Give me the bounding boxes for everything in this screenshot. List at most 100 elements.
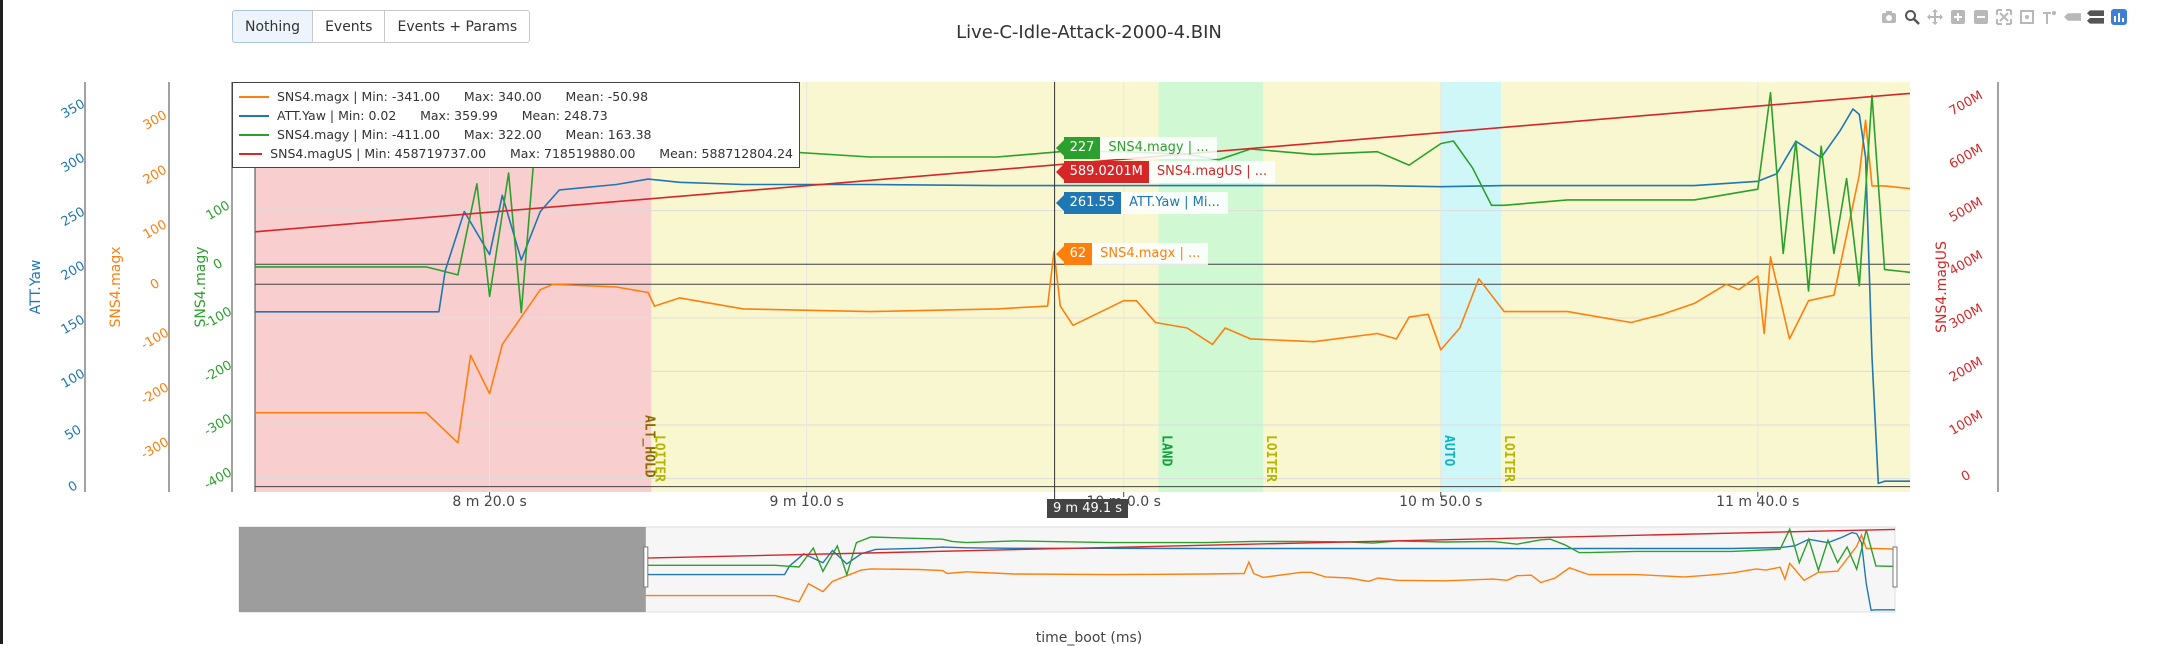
axis-title-yaw: ATT.Yaw <box>28 260 44 315</box>
range-slider-series <box>645 528 1896 559</box>
tooltip-series-name: SNS4.magUS | ... <box>1148 161 1276 183</box>
x-tick-label: 9 m 10.0 s <box>769 494 843 510</box>
spike-lines-icon[interactable] <box>2041 8 2058 25</box>
camera-icon[interactable] <box>1880 8 1897 25</box>
mode-region-auto-4 <box>1440 82 1502 492</box>
tick-label-yaw: 350 <box>59 97 88 122</box>
tick-label-magx: -100 <box>139 325 172 353</box>
series-line-sns4-magx <box>255 119 1911 444</box>
legend-swatch <box>239 152 263 155</box>
tick-label-magy: 0 <box>211 256 226 273</box>
tick-label-magx: -200 <box>139 380 172 408</box>
reset-axes-icon[interactable] <box>2018 8 2035 25</box>
tick-label-magUS: 400M <box>1947 248 1986 279</box>
tooltip-series-name: ATT.Yaw | Mi... <box>1121 192 1228 214</box>
events-params-button[interactable]: Events + Params <box>384 10 531 43</box>
legend-entry[interactable]: SNS4.magx | Min: -341.00 Max: 340.00 Mea… <box>239 87 793 106</box>
legend-text: SNS4.magUS | Min: 458719737.00 Max: 7185… <box>270 146 793 161</box>
tick-label-magy: 100 <box>204 198 233 223</box>
mode-region-loiter-3 <box>1263 82 1441 492</box>
chart-title: Live-C-Idle-Attack-2000-4.BIN <box>956 22 1222 43</box>
range-slider[interactable] <box>238 526 1898 613</box>
tick-label-magUS: 600M <box>1947 141 1986 172</box>
tooltip-value: 62 <box>1055 243 1093 265</box>
tooltip-value: 227 <box>1055 137 1101 159</box>
tick-label-magx: 200 <box>141 163 170 188</box>
legend-swatch <box>239 133 269 136</box>
x-tick-label: 11 m 40.0 s <box>1716 494 1799 510</box>
tick-label-magx: 100 <box>141 217 170 242</box>
range-slider-series <box>645 527 1896 578</box>
zoom-out-icon[interactable] <box>1972 8 1989 25</box>
range-slider-handle-right <box>1892 546 1898 588</box>
range-slider-series <box>645 532 1896 603</box>
tick-label-yaw: 150 <box>59 312 88 337</box>
tick-label-yaw: 50 <box>62 422 84 443</box>
plotly-logo-icon[interactable] <box>2110 8 2127 25</box>
hover-tooltip: 589.0201M SNS4.magUS | ... <box>1055 161 1276 183</box>
legend-entry[interactable]: SNS4.magy | Min: -411.00 Max: 322.00 Mea… <box>239 125 793 144</box>
hover-tooltip: 261.55 ATT.Yaw | Mi... <box>1055 192 1228 214</box>
legend-entry[interactable]: SNS4.magUS | Min: 458719737.00 Max: 7185… <box>239 144 793 163</box>
x-tick-label: 10 m 50.0 s <box>1399 494 1482 510</box>
mode-label-loiter: LOITER <box>651 435 666 482</box>
range-slider-handle-left <box>643 546 649 588</box>
hover-compare-icon[interactable] <box>2087 8 2104 25</box>
tick-label-magUS: 300M <box>1947 301 1986 332</box>
range-slider-mask <box>239 527 646 612</box>
legend-swatch <box>239 95 269 98</box>
legend-entry[interactable]: ATT.Yaw | Min: 0.02 Max: 359.99 Mean: 24… <box>239 106 793 125</box>
range-slider-series <box>645 531 1895 611</box>
tick-label-magUS: 200M <box>1947 354 1986 385</box>
tick-label-magUS: 700M <box>1947 88 1986 119</box>
tooltip-series-name: SNS4.magy | ... <box>1100 137 1217 159</box>
pan-icon[interactable] <box>1926 8 1943 25</box>
x-tick-label: 8 m 20.0 s <box>452 494 526 510</box>
tick-label-magy: -300 <box>202 412 235 440</box>
events-button[interactable]: Events <box>312 10 386 43</box>
legend-text: ATT.Yaw | Min: 0.02 Max: 359.99 Mean: 24… <box>277 108 608 123</box>
zoom-icon[interactable] <box>1903 8 1920 25</box>
legend-text: SNS4.magx | Min: -341.00 Max: 340.00 Mea… <box>277 89 649 104</box>
axis-title-magy: SNS4.magy <box>193 247 209 328</box>
x-axis-title: time_boot (ms) <box>1035 630 1143 646</box>
tick-label-yaw: 250 <box>59 205 88 230</box>
tick-label-magy: -400 <box>202 465 235 493</box>
window-edge <box>0 0 3 644</box>
mode-label-loiter: LOITER <box>1263 435 1278 482</box>
hover-tooltip: 227 SNS4.magy | ... <box>1055 137 1217 159</box>
mode-label-alt-hold: ALT_HOLD <box>641 415 656 478</box>
tick-label-magUS: 500M <box>1947 195 1986 226</box>
mode-label-auto: AUTO <box>1441 435 1456 466</box>
legend-text: SNS4.magy | Min: -411.00 Max: 322.00 Mea… <box>277 127 652 142</box>
modebar <box>1880 8 2127 25</box>
tick-label-yaw: 300 <box>59 151 88 176</box>
nothing-button[interactable]: Nothing <box>232 10 314 43</box>
legend-swatch <box>239 114 269 117</box>
mode-region-loiter-5 <box>1501 82 1910 492</box>
tooltip-value: 261.55 <box>1055 192 1122 214</box>
annotation-toggle-group: Nothing Events Events + Params <box>232 10 531 43</box>
tick-label-magx: -300 <box>139 435 172 463</box>
tick-label-yaw: 0 <box>66 478 81 495</box>
tooltip-series-name: SNS4.magx | ... <box>1092 243 1209 265</box>
hover-closest-icon[interactable] <box>2064 8 2081 25</box>
tick-label-magx: 0 <box>148 276 163 293</box>
legend[interactable]: SNS4.magx | Min: -341.00 Max: 340.00 Mea… <box>232 82 800 168</box>
tooltip-value: 589.0201M <box>1055 161 1149 183</box>
tick-label-yaw: 100 <box>59 366 88 391</box>
cursor-time-label: 9 m 49.1 s <box>1047 499 1129 518</box>
mode-label-land: LAND <box>1159 435 1174 466</box>
mode-label-loiter: LOITER <box>1501 435 1516 482</box>
tick-label-magUS: 100M <box>1947 408 1986 439</box>
tick-label-magx: 300 <box>141 108 170 133</box>
zoom-in-icon[interactable] <box>1949 8 1966 25</box>
chart-grid <box>254 82 1910 492</box>
hover-tooltip: 62 SNS4.magx | ... <box>1055 243 1209 265</box>
tick-label-magy: -200 <box>202 358 235 386</box>
tick-label-magUS: 0 <box>1959 468 1974 485</box>
tick-label-yaw: 200 <box>59 259 88 284</box>
axis-title-magUS: SNS4.magUS <box>1934 241 1950 333</box>
autoscale-icon[interactable] <box>1995 8 2012 25</box>
